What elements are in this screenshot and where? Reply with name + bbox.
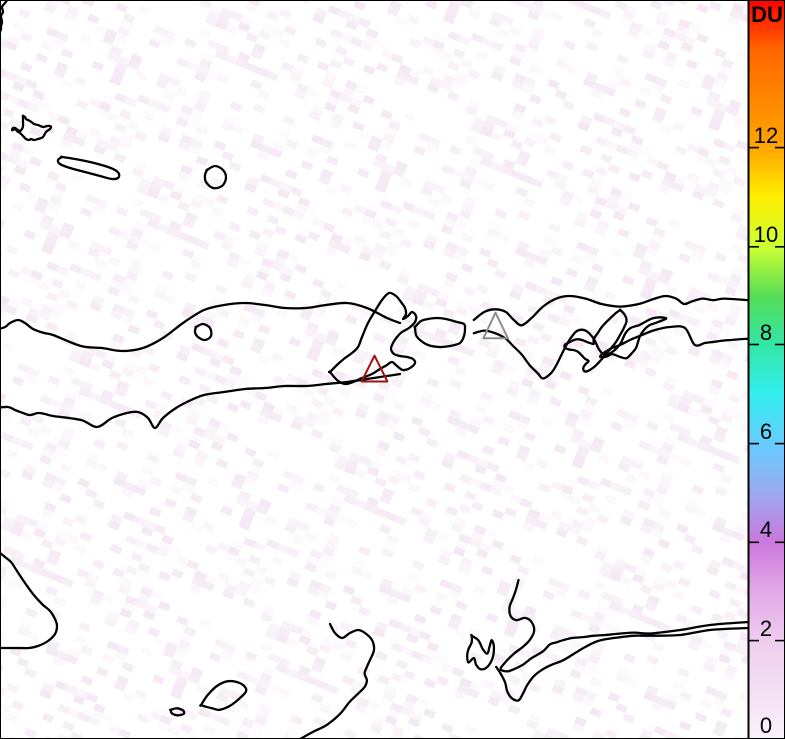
svg-text:8: 8 [760,320,772,345]
svg-text:6: 6 [760,419,772,444]
svg-text:0: 0 [760,713,772,738]
svg-text:DU: DU [751,2,783,27]
svg-text:10: 10 [754,222,778,247]
svg-text:4: 4 [760,517,772,542]
svg-text:2: 2 [760,616,772,641]
svg-text:12: 12 [754,123,778,148]
